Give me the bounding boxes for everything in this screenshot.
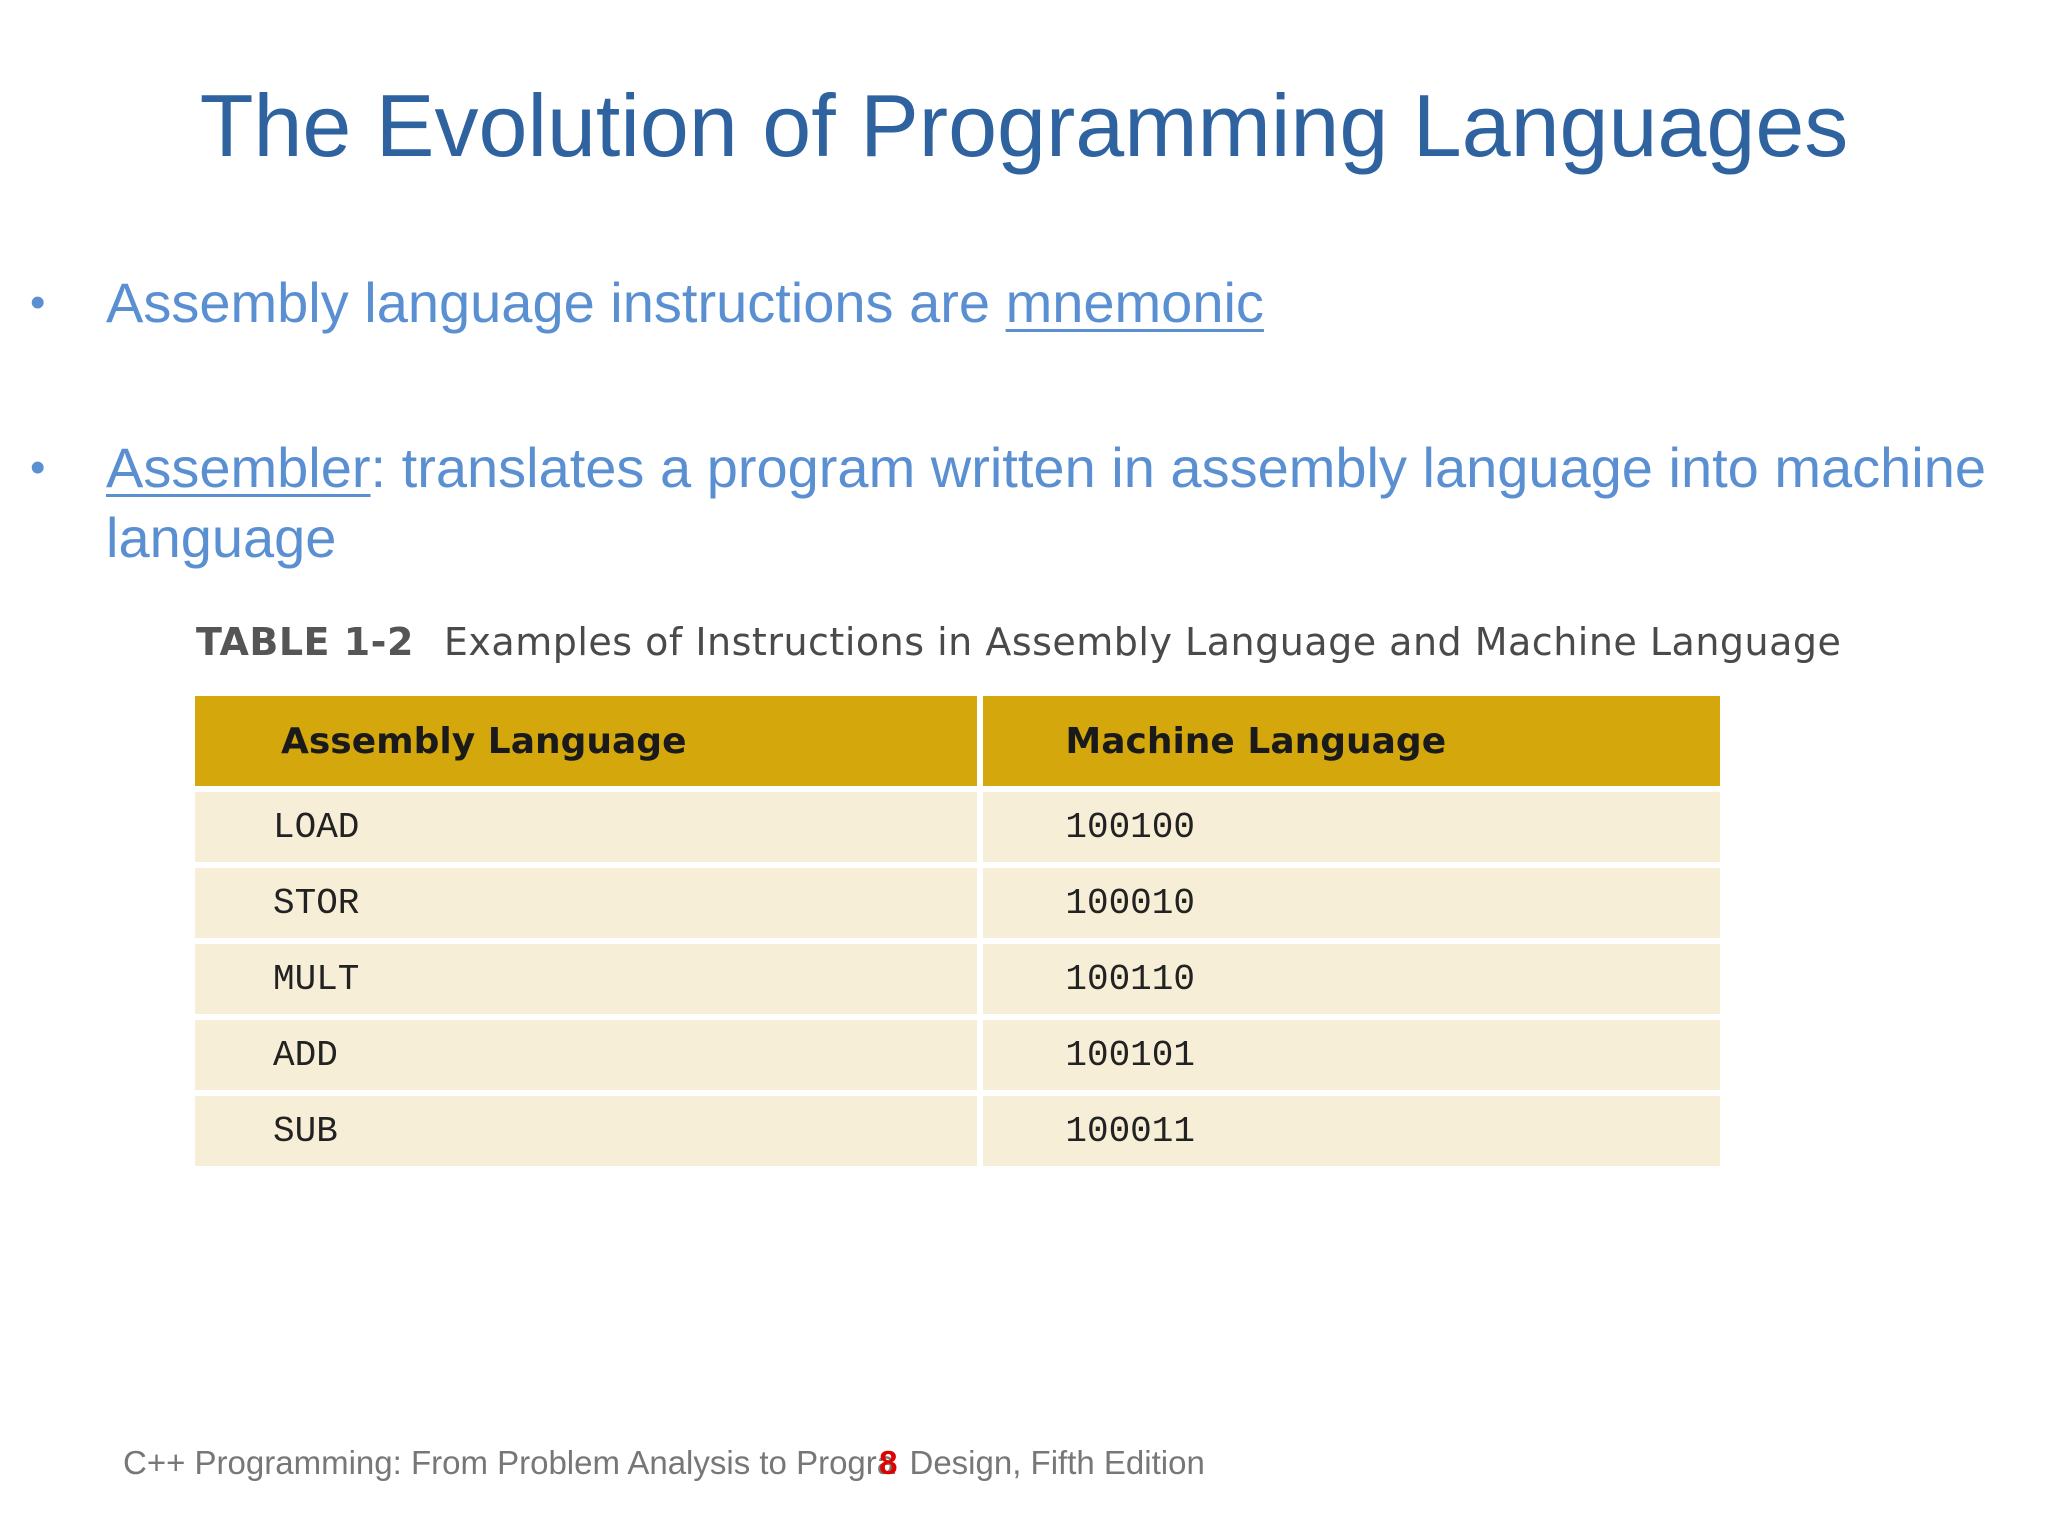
table-label: TABLE 1-2 [196,620,414,664]
assembly-cell: STOR [195,868,978,938]
assembly-cell: SUB [195,1096,978,1166]
term-mnemonic: mnemonic [1005,271,1264,334]
bullet-item: • Assembly language instructions are mne… [28,268,1988,338]
column-header-machine: Machine Language [983,696,1720,786]
bullet-list: • Assembly language instructions are mne… [28,268,1988,573]
slide-title: The Evolution of Programming Languages [199,76,1849,175]
machine-cell: 100101 [983,1020,1720,1090]
footer-text: C++ Programming: From Problem Analysis t… [123,1444,896,1481]
column-header-assembly: Assembly Language [195,696,978,786]
table-caption: TABLE 1-2 Examples of Instructions in Ass… [196,620,1841,664]
term-assembler: Assembler [106,436,371,499]
footer-text: Design, Fifth Edition [909,1444,1205,1481]
instruction-table: Assembly Language Machine Language LOAD … [189,690,1726,1172]
bullet-text: Assembly language instructions are [106,271,1006,334]
assembly-cell: MULT [195,944,978,1014]
table-row: ADD 100101 [195,1020,1720,1090]
page-number: 8 [879,1444,898,1481]
bullet-text: : translates a program written in assemb… [106,436,1987,569]
table-row: STOR 100010 [195,868,1720,938]
bullet-item: • Assembler: translates a program writte… [28,433,1988,573]
machine-cell: 100011 [983,1096,1720,1166]
table-row: MULT 100110 [195,944,1720,1014]
assembly-cell: ADD [195,1020,978,1090]
bullet-marker-icon: • [30,278,46,327]
machine-cell: 100110 [983,944,1720,1014]
table-row: SUB 100011 [195,1096,1720,1166]
table-row: LOAD 100100 [195,792,1720,862]
table-header-row: Assembly Language Machine Language [195,696,1720,786]
slide-footer: C++ Programming: From Problem Analysis t… [123,1444,1205,1482]
bullet-marker-icon: • [30,443,46,492]
assembly-cell: LOAD [195,792,978,862]
table-caption-text: Examples of Instructions in Assembly Lan… [443,620,1842,664]
machine-cell: 100010 [983,868,1720,938]
machine-cell: 100100 [983,792,1720,862]
